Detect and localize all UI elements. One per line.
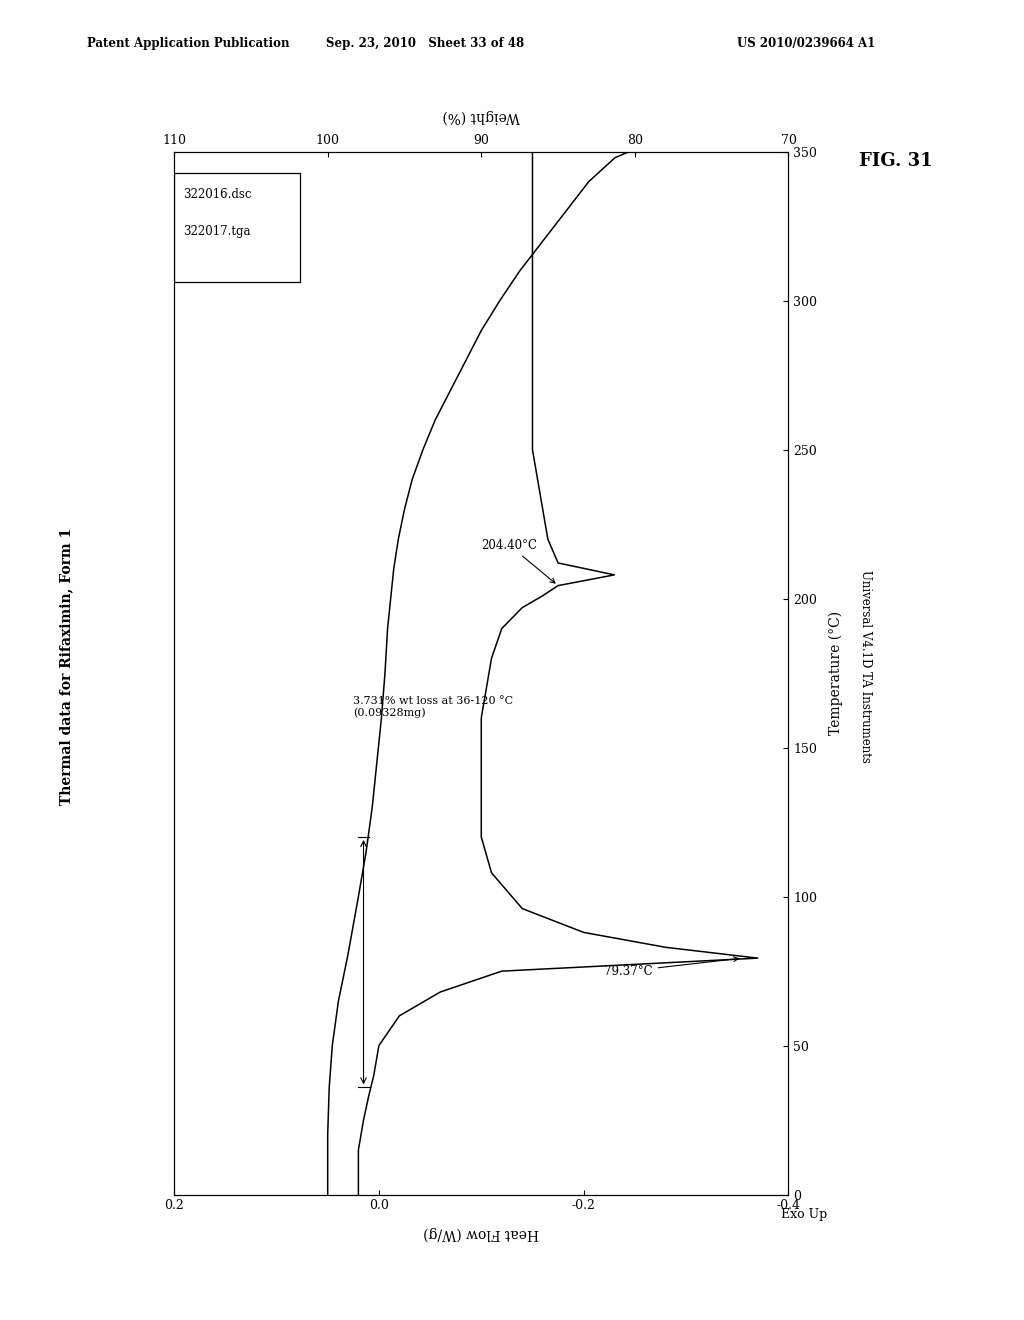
Text: Patent Application Publication: Patent Application Publication <box>87 37 290 50</box>
Text: Universal V4.1D TA Instruments: Universal V4.1D TA Instruments <box>859 570 871 763</box>
FancyBboxPatch shape <box>174 173 300 282</box>
Text: 204.40°C: 204.40°C <box>481 539 555 583</box>
Text: Exo Up: Exo Up <box>780 1208 827 1221</box>
Text: 322016.dsc: 322016.dsc <box>183 189 252 201</box>
X-axis label: Heat Flow (W/g): Heat Flow (W/g) <box>423 1226 540 1241</box>
Y-axis label: Temperature (°C): Temperature (°C) <box>828 611 843 735</box>
Text: 3.731% wt loss at 36-120 °C
(0.09328mg): 3.731% wt loss at 36-120 °C (0.09328mg) <box>353 696 513 718</box>
Text: Thermal data for Rifaximin, Form 1: Thermal data for Rifaximin, Form 1 <box>59 528 74 805</box>
Text: 322017.tga: 322017.tga <box>183 224 251 238</box>
X-axis label: Weight (%): Weight (%) <box>442 108 520 123</box>
Text: FIG. 31: FIG. 31 <box>859 152 933 170</box>
Text: 79.37°C: 79.37°C <box>604 957 738 978</box>
Text: Sep. 23, 2010   Sheet 33 of 48: Sep. 23, 2010 Sheet 33 of 48 <box>326 37 524 50</box>
Text: US 2010/0239664 A1: US 2010/0239664 A1 <box>737 37 876 50</box>
